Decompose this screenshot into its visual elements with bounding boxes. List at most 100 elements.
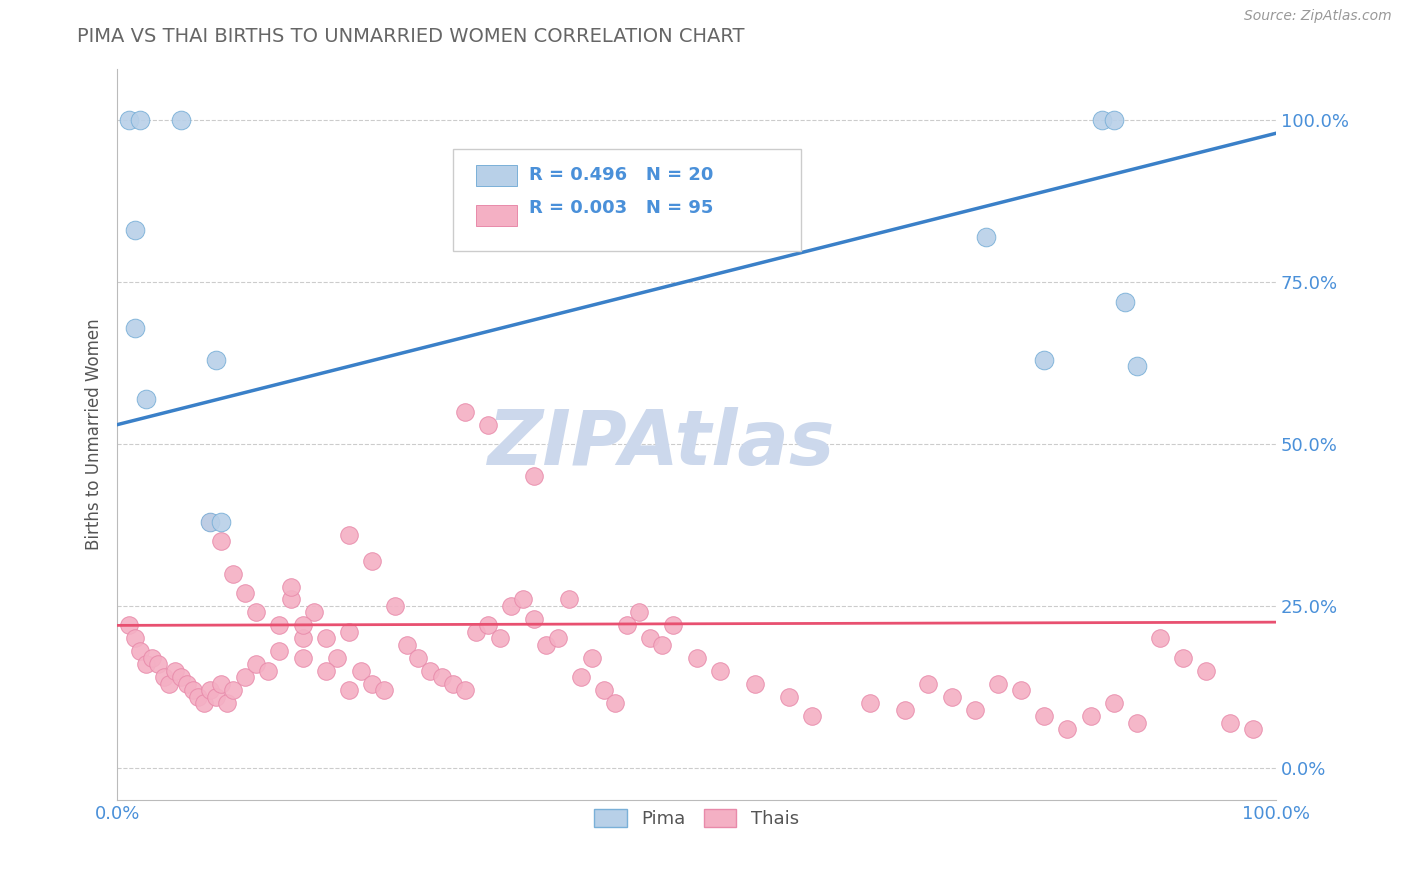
Point xyxy=(662,618,685,632)
Point xyxy=(233,670,256,684)
Point xyxy=(118,113,141,128)
Point xyxy=(302,606,325,620)
Point xyxy=(1102,113,1125,128)
Point xyxy=(129,113,152,128)
Point xyxy=(569,670,592,684)
Point xyxy=(280,580,302,594)
FancyBboxPatch shape xyxy=(477,165,517,186)
Point xyxy=(744,676,766,690)
Point xyxy=(1195,664,1218,678)
Point xyxy=(859,696,882,710)
Point xyxy=(361,676,384,690)
Point xyxy=(685,650,707,665)
Point xyxy=(124,320,146,334)
Point xyxy=(176,676,198,690)
Point xyxy=(941,690,963,704)
Point xyxy=(211,515,233,529)
Text: Source: ZipAtlas.com: Source: ZipAtlas.com xyxy=(1244,9,1392,23)
Point xyxy=(1102,696,1125,710)
Text: PIMA VS THAI BIRTHS TO UNMARRIED WOMEN CORRELATION CHART: PIMA VS THAI BIRTHS TO UNMARRIED WOMEN C… xyxy=(77,27,745,45)
Point xyxy=(987,676,1010,690)
FancyBboxPatch shape xyxy=(477,205,517,226)
Point xyxy=(605,696,627,710)
Point xyxy=(280,592,302,607)
Point xyxy=(1114,294,1136,309)
Point xyxy=(337,683,360,698)
Point xyxy=(198,515,221,529)
Y-axis label: Births to Unmarried Women: Births to Unmarried Women xyxy=(86,318,103,550)
Point xyxy=(204,690,226,704)
Point xyxy=(581,650,603,665)
Point xyxy=(709,664,731,678)
Point xyxy=(477,618,499,632)
Point xyxy=(217,696,239,710)
Point xyxy=(291,618,314,632)
Point xyxy=(129,644,152,658)
Point xyxy=(193,696,215,710)
Point xyxy=(315,632,337,646)
Point xyxy=(198,515,221,529)
Point xyxy=(211,534,233,549)
Point xyxy=(157,676,180,690)
Point xyxy=(441,676,464,690)
Point xyxy=(269,644,291,658)
Point xyxy=(1126,715,1149,730)
Point xyxy=(141,650,163,665)
Point xyxy=(349,664,371,678)
Point xyxy=(454,405,477,419)
Point xyxy=(1080,709,1102,723)
Point xyxy=(170,670,193,684)
Point xyxy=(291,650,314,665)
Point xyxy=(337,624,360,639)
Point xyxy=(638,632,661,646)
Point xyxy=(222,566,245,581)
Point xyxy=(245,657,267,672)
Text: R = 0.496   N = 20: R = 0.496 N = 20 xyxy=(529,166,713,184)
Point xyxy=(135,657,157,672)
Point xyxy=(454,683,477,698)
Point xyxy=(245,606,267,620)
Point xyxy=(291,632,314,646)
Point xyxy=(124,223,146,237)
Point xyxy=(534,638,557,652)
Point xyxy=(181,683,204,698)
Point xyxy=(512,592,534,607)
Point xyxy=(211,676,233,690)
Point xyxy=(523,469,546,483)
Point xyxy=(1010,683,1032,698)
Point xyxy=(501,599,523,613)
Point xyxy=(592,683,614,698)
Point xyxy=(778,690,800,704)
Point xyxy=(361,554,384,568)
Point xyxy=(256,664,278,678)
Point xyxy=(801,709,824,723)
Point xyxy=(187,690,209,704)
Point xyxy=(1241,722,1264,736)
Point xyxy=(135,392,157,406)
Point xyxy=(963,702,986,716)
Point xyxy=(1033,709,1056,723)
Point xyxy=(1173,650,1195,665)
Point xyxy=(651,638,673,652)
Point xyxy=(558,592,581,607)
Point xyxy=(917,676,939,690)
Point xyxy=(1056,722,1078,736)
Point xyxy=(523,612,546,626)
Point xyxy=(465,624,488,639)
Text: R = 0.003   N = 95: R = 0.003 N = 95 xyxy=(529,199,713,217)
Point xyxy=(616,618,638,632)
Point xyxy=(198,683,221,698)
Point xyxy=(1219,715,1241,730)
Point xyxy=(1149,632,1171,646)
FancyBboxPatch shape xyxy=(453,149,801,252)
Point xyxy=(170,113,193,128)
Point xyxy=(337,527,360,541)
Point xyxy=(222,683,245,698)
Point xyxy=(419,664,441,678)
Point xyxy=(430,670,453,684)
Point xyxy=(627,606,650,620)
Point xyxy=(395,638,418,652)
Point xyxy=(408,650,430,665)
Point xyxy=(547,632,569,646)
Point xyxy=(373,683,395,698)
